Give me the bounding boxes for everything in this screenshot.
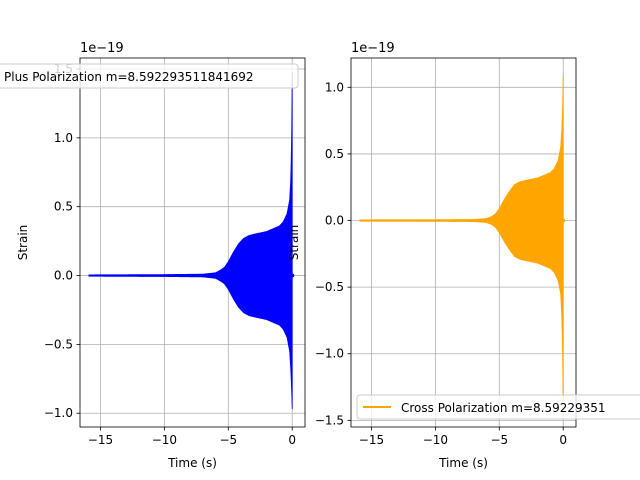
ytick-label-3: 0.0 <box>325 214 344 228</box>
plot-plus-ylabel: Strain <box>16 225 30 261</box>
plot-cross-legend: Cross Polarization m=8.59229351 <box>356 394 640 420</box>
ytick-label-2: 0.0 <box>54 269 73 283</box>
ytick-label-5: 1.0 <box>325 80 344 94</box>
plot-cross-legend-label: Cross Polarization m=8.59229351 <box>401 401 606 415</box>
xtick-label-0: −15 <box>88 433 113 447</box>
plot-cross-legend-box <box>356 394 640 420</box>
series-plus-envelope <box>88 71 293 410</box>
series-cross-end-point <box>561 218 566 223</box>
plot-cross-xticks: −15 −10 −5 0 <box>359 427 567 447</box>
xtick-label-3: 0 <box>559 433 567 447</box>
plot-plus: −15−10−50 −1.0−0.50.00.51.01.5 1e−19 Tim… <box>0 41 306 470</box>
plot-plus-xticks: −15 −10 −5 0 <box>88 427 296 447</box>
plot-plus-legend-box <box>0 63 299 89</box>
plot-plus-legend-label: Plus Polarization m=8.592293511841692 <box>4 70 254 84</box>
plot-plus-offset-text: 1e−19 <box>80 41 124 56</box>
xtick-label-1: −10 <box>152 433 177 447</box>
ytick-label-2: −0.5 <box>315 280 344 294</box>
ytick-label-0: −1.5 <box>315 413 344 427</box>
xtick-label-0: −15 <box>359 433 384 447</box>
plot-plus-frame <box>79 57 306 428</box>
ytick-label-4: 1.0 <box>54 131 73 145</box>
ytick-label-4: 0.5 <box>325 147 344 161</box>
series-plus-end-point <box>290 273 295 278</box>
xtick-label-2: −5 <box>490 433 508 447</box>
plot-cross-ylabel: Strain <box>287 225 301 261</box>
xtick-label-1: −10 <box>423 433 448 447</box>
plot-cross-xlabel: Time (s) <box>438 456 488 470</box>
plot-cross-yticks: −1.5 −1.0 −0.5 0.0 0.5 1.0 <box>315 80 351 427</box>
plot-plus-series <box>88 71 295 410</box>
ytick-label-1: −1.0 <box>315 347 344 361</box>
plot-plus-yticks: −1.0−0.50.00.51.01.5 <box>44 62 80 420</box>
plot-plus-xlabel: Time (s) <box>167 456 217 470</box>
ytick-label-0: −1.0 <box>44 406 73 420</box>
plot-plus-legend: Plus Polarization m=8.592293511841692 <box>0 63 299 89</box>
plot-cross: −15 −10 −5 0 −1.5 −1.0 −0.5 0.0 0.5 1.0 1e−19 Ti… <box>287 41 640 470</box>
xtick-label-3: 0 <box>288 433 296 447</box>
xtick-label-2: −5 <box>219 433 237 447</box>
ytick-label-3: 0.5 <box>54 200 73 214</box>
plot-cross-offset-text: 1e−19 <box>351 41 395 56</box>
ytick-label-1: −0.5 <box>44 337 73 351</box>
plot-cross-frame <box>350 57 577 428</box>
